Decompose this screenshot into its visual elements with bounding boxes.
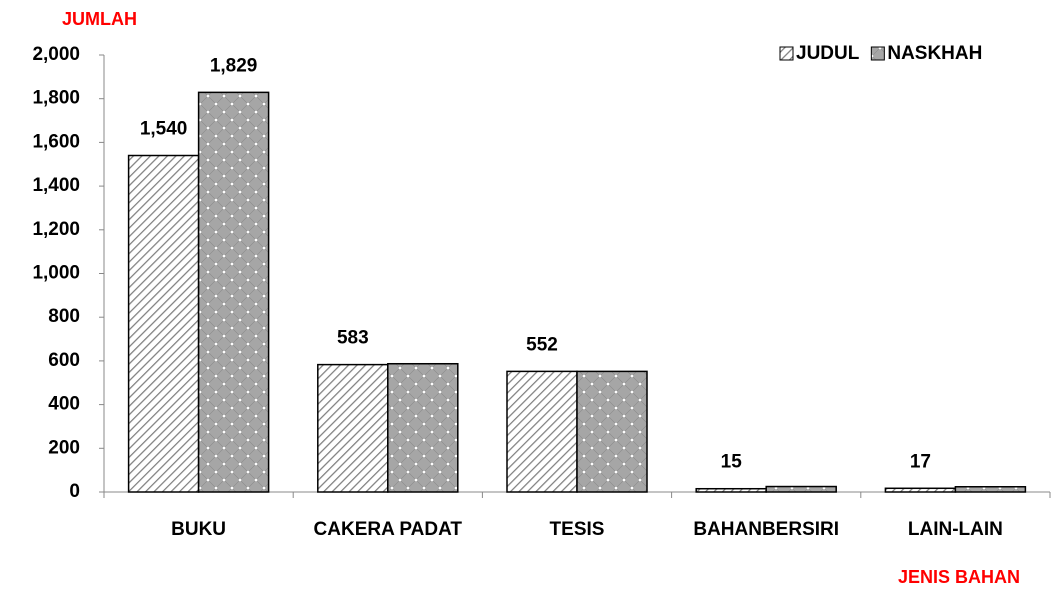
- bar: [765, 485, 837, 493]
- bar: [127, 154, 200, 493]
- data-label: 1,829: [210, 55, 258, 76]
- data-label: 583: [337, 328, 369, 349]
- y-tick-label: 800: [48, 306, 80, 327]
- x-tick-label: BAHANBERSIRI: [693, 519, 839, 540]
- y-axis-title: JUMLAH: [62, 9, 137, 29]
- y-tick-label: 200: [48, 437, 80, 458]
- x-axis-title: JENIS BAHAN: [898, 567, 1020, 587]
- y-tick-label: 0: [69, 481, 80, 502]
- y-tick-label: 1,400: [32, 175, 80, 196]
- y-tick-label: 1,000: [32, 263, 80, 284]
- legend-swatch: [779, 46, 794, 61]
- bar: [317, 363, 389, 493]
- bar: [506, 370, 578, 493]
- y-tick-label: 1,200: [32, 219, 80, 240]
- data-label: 15: [721, 452, 743, 473]
- x-tick-label: CAKERA PADAT: [314, 519, 463, 540]
- x-tick-label: BUKU: [171, 519, 226, 540]
- y-tick-label: 600: [48, 350, 80, 371]
- y-tick-label: 400: [48, 394, 80, 415]
- bar: [197, 91, 270, 493]
- bar: [387, 362, 459, 493]
- x-tick-label: TESIS: [550, 519, 605, 540]
- bar: [954, 486, 1027, 493]
- data-label: 17: [910, 451, 931, 472]
- legend-label: JUDUL: [796, 43, 860, 64]
- bar: [695, 487, 767, 493]
- data-label: 552: [526, 334, 558, 355]
- y-tick-label: 1,600: [32, 131, 80, 152]
- x-tick-label: LAIN-LAIN: [908, 519, 1003, 540]
- bar: [884, 487, 957, 493]
- legend-label: NASKHAH: [887, 43, 982, 64]
- legend-swatch: [870, 46, 885, 61]
- bar: [576, 370, 648, 493]
- data-label: 1,540: [140, 119, 188, 140]
- y-tick-label: 1,800: [32, 88, 80, 109]
- y-tick-label: 2,000: [32, 44, 80, 65]
